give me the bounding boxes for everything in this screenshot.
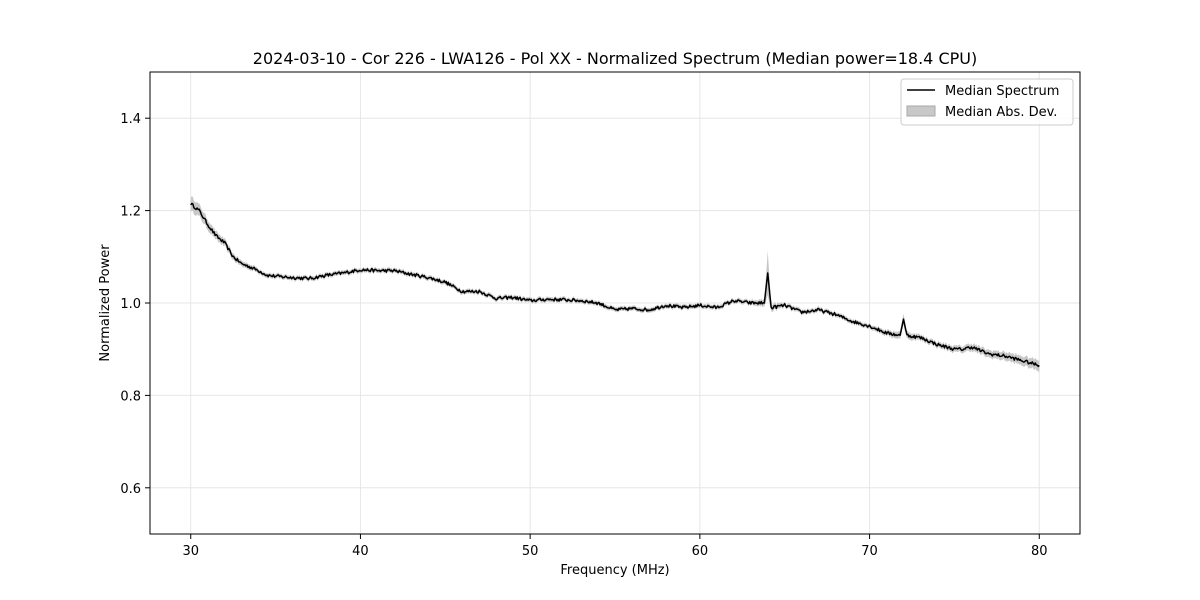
x-tick-label: 70 — [861, 544, 878, 559]
y-axis-ticks: 0.6 0.8 1.0 1.2 1.4 — [120, 112, 150, 497]
grid — [150, 72, 1080, 534]
mad-band — [190, 196, 1040, 372]
y-axis-label: Normalized Power — [98, 244, 113, 362]
y-tick-label: 0.6 — [120, 482, 141, 497]
x-tick-label: 80 — [1031, 544, 1048, 559]
y-tick-label: 0.8 — [120, 389, 141, 404]
legend-band-swatch — [906, 105, 936, 117]
mad-band-layer — [190, 196, 1040, 372]
x-tick-label: 60 — [692, 544, 709, 559]
median-spectrum-layer — [190, 202, 1040, 368]
x-tick-label: 50 — [522, 544, 539, 559]
x-tick-label: 30 — [182, 544, 199, 559]
legend: Median Spectrum Median Abs. Dev. — [900, 78, 1074, 126]
y-tick-label: 1.2 — [120, 205, 141, 220]
x-axis-ticks: 30 40 50 60 70 80 — [182, 534, 1048, 559]
y-tick-label: 1.4 — [120, 112, 141, 127]
x-tick-label: 40 — [352, 544, 369, 559]
legend-median-abs-dev: Median Abs. Dev. — [945, 105, 1057, 120]
legend-box — [900, 78, 1074, 126]
y-tick-label: 1.0 — [120, 297, 141, 312]
chart-title: 2024-03-10 - Cor 226 - LWA126 - Pol XX -… — [253, 49, 977, 68]
x-axis-label: Frequency (MHz) — [560, 563, 669, 578]
legend-median-spectrum: Median Spectrum — [945, 84, 1059, 99]
median-spectrum-line — [190, 202, 1040, 368]
